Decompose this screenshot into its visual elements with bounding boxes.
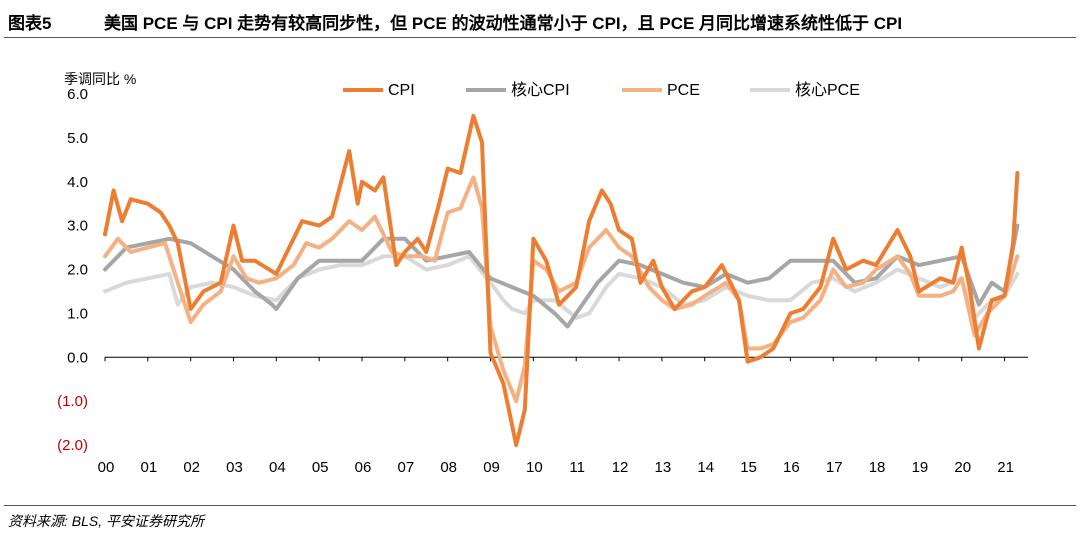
figure-number: 图表5 <box>8 14 52 33</box>
x-tick-label: 15 <box>740 459 757 476</box>
x-tick-label: 06 <box>355 459 372 476</box>
bottom-divider <box>4 505 1076 506</box>
chart-legend: CPI 核心CPI PCE 核心PCE <box>343 81 860 99</box>
x-tick-label: 11 <box>569 459 585 476</box>
series-line-core-cpi <box>103 223 1020 329</box>
x-axis: 00 01 02 03 04 05 06 07 08 09 10 11 12 13 14 15 16 17 18 19… <box>98 356 1028 476</box>
x-tick-label: 01 <box>140 459 157 476</box>
x-tick-label: 05 <box>312 459 329 476</box>
legend-label: CPI <box>388 82 415 99</box>
x-tick-label: 12 <box>612 459 629 476</box>
figure-title: 美国 PCE 与 CPI 走势有较高同步性，但 PCE 的波动性通常小于 CPI… <box>104 14 903 33</box>
x-tick-label: 09 <box>483 459 500 476</box>
x-tick-label: 20 <box>954 459 971 476</box>
x-tick-label: 02 <box>183 459 200 476</box>
x-tick-label: 13 <box>655 459 672 476</box>
x-tick-label: 03 <box>226 459 243 476</box>
y-tick-label: 1.0 <box>67 305 88 322</box>
y-tick-label: 3.0 <box>67 218 88 235</box>
x-tick-label: 07 <box>398 459 415 476</box>
legend-item-core-cpi: 核心CPI <box>466 81 570 99</box>
y-axis-label: 季调同比 % <box>64 71 136 87</box>
y-tick-label: (2.0) <box>57 437 88 454</box>
y-tick-label: 0.0 <box>67 349 88 366</box>
series-line-cpi <box>103 113 1020 447</box>
y-tick-label: 6.0 <box>67 86 88 103</box>
legend-label: 核心CPI <box>511 81 570 99</box>
legend-label: PCE <box>667 82 700 99</box>
x-tick-label: 18 <box>869 459 886 476</box>
series-group <box>103 113 1020 447</box>
legend-item-pce: PCE <box>622 82 700 99</box>
source-note: 资料来源: BLS, 平安证券研究所 <box>8 513 205 529</box>
x-tick-label: 10 <box>526 459 543 476</box>
x-tick-label: 16 <box>783 459 800 476</box>
legend-item-cpi: CPI <box>343 82 415 99</box>
x-tick-label: 08 <box>440 459 457 476</box>
series-line-core-pce <box>103 254 1020 320</box>
x-tick-label: 21 <box>997 459 1014 476</box>
legend-item-core-pce: 核心PCE <box>750 81 860 99</box>
x-tick-label: 17 <box>826 459 843 476</box>
series-line-pce <box>103 175 1020 404</box>
top-divider <box>4 37 1076 38</box>
x-tick-label: 14 <box>697 459 714 476</box>
x-tick-label: 04 <box>269 459 286 476</box>
y-axis: 6.0 5.0 4.0 3.0 2.0 1.0 0.0 (1.0) (2.0) <box>57 86 88 454</box>
x-tick-label: 00 <box>98 459 115 476</box>
y-tick-label: 2.0 <box>67 262 88 279</box>
legend-label: 核心PCE <box>795 81 860 99</box>
x-tick-label: 19 <box>912 459 929 476</box>
y-tick-label: (1.0) <box>57 393 88 410</box>
line-chart: 季调同比 % CPI 核心CPI PCE 核心PCE 6.0 5.0 4.0 3.0 2.0 1… <box>57 71 1028 476</box>
figure-header: 图表5 美国 PCE 与 CPI 走势有较高同步性，但 PCE 的波动性通常小于… <box>0 0 1080 38</box>
y-tick-label: 5.0 <box>67 130 88 147</box>
y-tick-label: 4.0 <box>67 174 88 191</box>
